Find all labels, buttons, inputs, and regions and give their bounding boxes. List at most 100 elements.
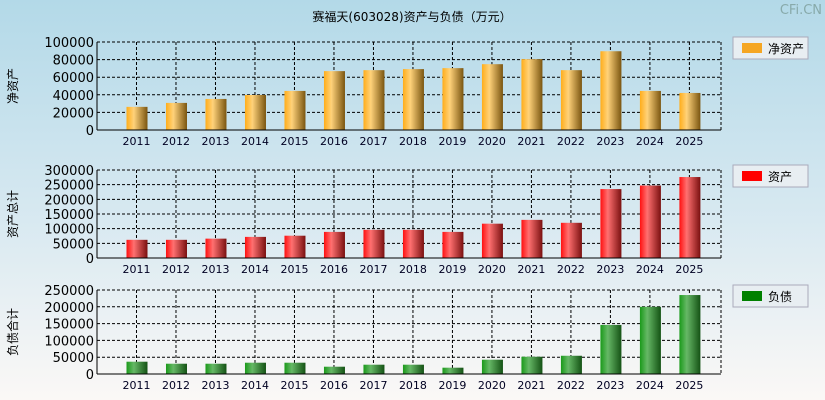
x-tick-label: 2017 [359,135,387,148]
y-tick-label: 250000 [44,179,94,194]
x-tick-label: 2012 [162,379,190,392]
y-tick-label: 250000 [44,284,94,299]
x-tick-label: 2015 [280,379,308,392]
bar-2011 [126,361,148,374]
x-tick-label: 2019 [438,379,466,392]
legend-box [732,164,809,188]
x-tick-label: 2015 [280,263,308,276]
legend-box [732,284,809,308]
x-tick-label: 2016 [320,263,348,276]
x-tick-label: 2011 [122,135,150,148]
y-tick-label: 200000 [44,193,94,208]
legend-label: 资产 [768,170,792,184]
bar-2015 [284,90,306,130]
x-tick-label: 2017 [359,379,387,392]
y-axis-label: 净资产 [6,68,20,104]
bar-2019 [442,68,464,130]
bar-2023 [600,189,622,258]
x-tick-label: 2014 [241,379,269,392]
x-tick-label: 2018 [399,379,427,392]
x-tick-label: 2020 [478,263,506,276]
x-tick-label: 2013 [201,135,229,148]
bar-2016 [323,71,345,130]
bar-2017 [363,70,385,130]
y-tick-label: 80000 [53,54,94,69]
bar-2014 [244,236,266,258]
x-tick-label: 2022 [557,263,585,276]
bar-2023 [600,324,622,374]
bar-2019 [442,367,464,374]
bar-2022 [560,70,582,130]
y-tick-label: 150000 [44,318,94,333]
bar-2012 [165,102,187,130]
y-tick-label: 150000 [44,208,94,223]
bar-2015 [284,362,306,374]
x-tick-label: 2012 [162,135,190,148]
bar-2011 [126,239,148,258]
y-tick-label: 20000 [53,106,94,121]
bar-2014 [244,362,266,374]
bar-2021 [521,219,543,258]
y-tick-label: 100000 [44,223,94,238]
bar-2021 [521,356,543,374]
y-tick-label: 50000 [53,237,94,252]
bar-2024 [639,185,661,258]
bar-2016 [323,366,345,374]
y-tick-label: 0 [86,252,94,267]
x-tick-label: 2018 [399,263,427,276]
x-tick-label: 2021 [517,135,545,148]
y-tick-label: 100000 [44,36,94,51]
x-tick-label: 2024 [636,379,664,392]
y-tick-label: 100000 [44,334,94,349]
x-tick-label: 2025 [675,379,703,392]
legend-swatch [742,291,762,301]
bar-2021 [521,59,543,130]
x-tick-label: 2011 [122,379,150,392]
x-tick-label: 2014 [241,263,269,276]
bar-2025 [679,295,701,374]
x-tick-label: 2014 [241,135,269,148]
bar-2022 [560,355,582,374]
x-tick-label: 2021 [517,379,545,392]
x-tick-label: 2020 [478,135,506,148]
bar-2016 [323,231,345,258]
x-tick-label: 2016 [320,379,348,392]
bar-2018 [402,364,424,374]
bar-2012 [165,239,187,258]
bar-2020 [481,64,503,130]
bar-2020 [481,359,503,374]
y-tick-label: 40000 [53,89,94,104]
x-tick-label: 2011 [122,263,150,276]
bar-2018 [402,229,424,258]
y-tick-label: 300000 [44,164,94,179]
x-tick-label: 2025 [675,135,703,148]
x-tick-label: 2013 [201,379,229,392]
bar-2024 [639,90,661,130]
y-axis-label: 负债合计 [5,308,20,356]
x-tick-label: 2019 [438,263,466,276]
x-tick-label: 2023 [596,379,624,392]
bar-2017 [363,229,385,258]
legend-label: 负债 [768,290,792,304]
bar-2023 [600,51,622,130]
legend-box [732,36,809,60]
x-tick-label: 2015 [280,135,308,148]
x-tick-label: 2017 [359,263,387,276]
x-tick-label: 2019 [438,135,466,148]
x-tick-label: 2016 [320,135,348,148]
bar-2012 [165,363,187,374]
y-tick-label: 0 [86,124,94,139]
bar-2013 [205,238,227,258]
legend-label: 净资产 [768,42,804,56]
x-tick-label: 2023 [596,263,624,276]
bar-2018 [402,69,424,130]
x-tick-label: 2024 [636,135,664,148]
bar-2011 [126,106,148,130]
x-tick-label: 2020 [478,379,506,392]
y-tick-label: 200000 [44,301,94,316]
bar-2015 [284,235,306,258]
bar-2025 [679,92,701,130]
x-tick-label: 2012 [162,263,190,276]
y-tick-label: 0 [86,368,94,383]
bar-2013 [205,363,227,374]
